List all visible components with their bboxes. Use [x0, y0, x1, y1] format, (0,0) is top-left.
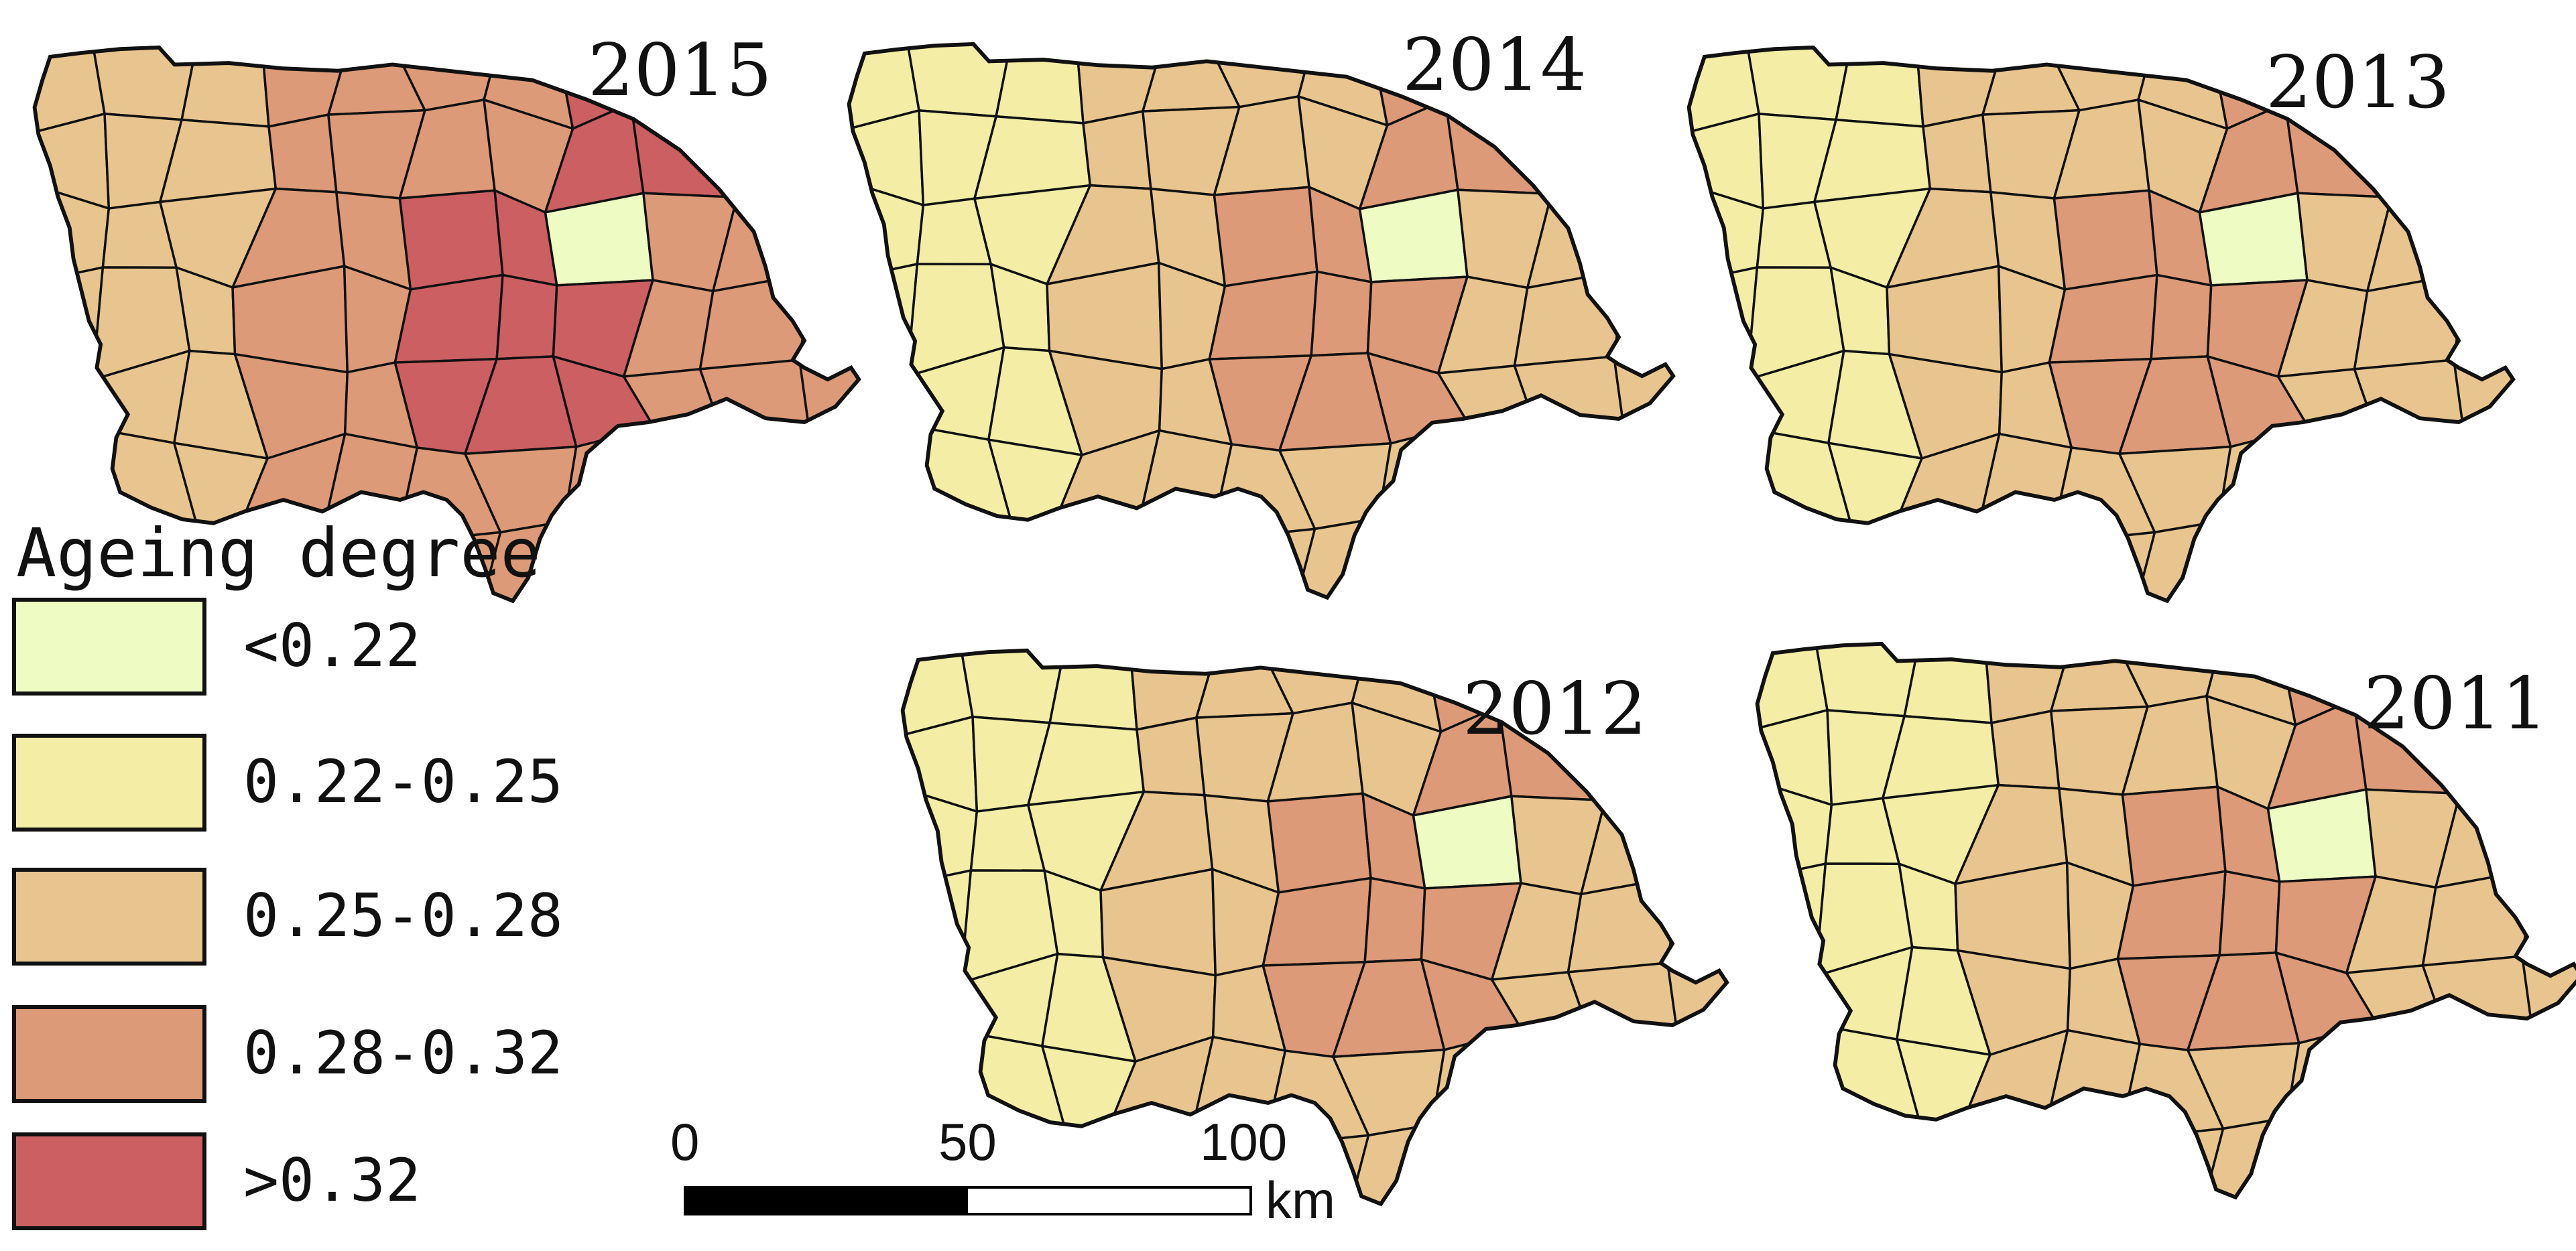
- township-unit: [2116, 870, 2227, 960]
- township-unit: [1835, 47, 1924, 128]
- township-unit: [398, 189, 504, 291]
- legend-swatch: [12, 868, 206, 966]
- legend-item-4: 0.28-0.32: [12, 1005, 615, 1106]
- township-unit: [1903, 643, 1993, 724]
- township-unit: [1082, 110, 1152, 190]
- legend-swatch: [12, 1005, 206, 1103]
- scale-unit: km: [1266, 1171, 1335, 1230]
- scale-tick-0: 0: [670, 1112, 700, 1171]
- year-label-2011: 2011: [2364, 662, 2548, 746]
- legend-swatch: [12, 734, 206, 832]
- township-unit: [1990, 710, 2061, 790]
- legend-item-3: 0.25-0.28: [12, 868, 615, 968]
- township-unit: [1266, 792, 1372, 894]
- legend-label: 0.25-0.28: [243, 881, 563, 950]
- township-unit: [629, 99, 739, 199]
- township-unit: [2048, 273, 2158, 364]
- legend-item-2: 0.22-0.25: [12, 734, 615, 834]
- township-unit: [2218, 870, 2281, 957]
- township-unit: [698, 358, 815, 462]
- legend-label: 0.28-0.32: [243, 1018, 563, 1088]
- map-panel-2012: [900, 648, 1729, 1207]
- region-boundary: [32, 45, 861, 604]
- township-unit: [1213, 186, 1318, 287]
- legend-item-5: >0.32: [12, 1132, 615, 1233]
- year-label-2014: 2014: [1402, 23, 1587, 107]
- map-panel-2014: [847, 42, 1676, 600]
- township-unit: [2121, 785, 2227, 887]
- scale-bar-segment-black: [684, 1186, 968, 1215]
- scale-bar: [684, 1186, 1252, 1215]
- scale-tick-100: 100: [1200, 1112, 1288, 1171]
- region-boundary: [847, 42, 1676, 600]
- township-unit: [1513, 355, 1630, 459]
- township-unit: [1363, 876, 1426, 964]
- region-boundary: [1755, 641, 2576, 1200]
- township-unit: [1208, 270, 1318, 360]
- township-unit: [393, 273, 504, 364]
- legend-swatch: [12, 598, 206, 696]
- region-boundary: [900, 648, 1729, 1207]
- township-unit: [495, 273, 558, 360]
- legend-label: >0.32: [243, 1146, 421, 1215]
- township-unit: [995, 44, 1085, 125]
- township-unit: [2052, 189, 2158, 291]
- legend-label: <0.22: [243, 611, 421, 680]
- year-label-2012: 2012: [1463, 667, 1647, 751]
- township-unit: [267, 113, 338, 194]
- township-unit: [1262, 876, 1372, 967]
- township-unit: [1567, 962, 1683, 1065]
- township-unit: [1310, 270, 1373, 357]
- legend-item-1: <0.22: [12, 598, 615, 698]
- township-unit: [1922, 113, 1992, 194]
- scale-tick-50: 50: [938, 1112, 997, 1171]
- township-unit: [2353, 358, 2469, 462]
- township-unit: [1048, 650, 1138, 731]
- scale-bar-segment-white: [965, 1186, 1252, 1215]
- township-unit: [1444, 96, 1553, 196]
- legend-swatch: [12, 1132, 206, 1230]
- township-unit: [180, 47, 270, 128]
- legend-label: 0.22-0.25: [243, 747, 563, 816]
- township-unit: [1136, 716, 1206, 797]
- year-label-2013: 2013: [2266, 41, 2450, 125]
- township-unit: [2150, 273, 2213, 360]
- year-label-2015: 2015: [588, 29, 772, 113]
- region-boundary: [1686, 45, 2516, 604]
- legend-title: Ageing degree: [16, 514, 541, 592]
- township-unit: [2421, 955, 2538, 1059]
